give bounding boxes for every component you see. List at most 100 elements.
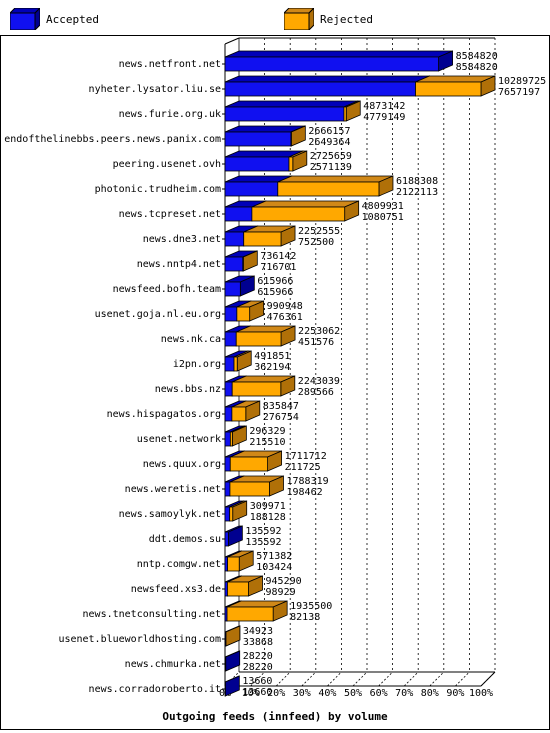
- category-label: news.tcpreset.net: [119, 209, 221, 220]
- category-label: news.nntp4.net: [137, 259, 221, 270]
- legend-item-accepted: Accepted: [10, 8, 99, 30]
- category-label: usenet.goja.nl.eu.org: [95, 309, 221, 320]
- rejected-bar: [230, 476, 284, 496]
- offered-value-label: 13660: [242, 676, 272, 687]
- accepted-bar-front: [225, 382, 232, 396]
- accepted-bar-top: [225, 101, 358, 107]
- accepted-bar: [225, 651, 240, 671]
- rejected-bar-front: [230, 432, 232, 446]
- offered-value-label: 990948: [267, 301, 303, 312]
- accepted-value-label: 1080751: [362, 212, 404, 223]
- rejected-bar-front: [230, 457, 267, 471]
- accepted-bar-front: [225, 332, 236, 346]
- accepted-bar-top: [225, 76, 430, 82]
- rejected-bar: [244, 226, 295, 246]
- offered-value-label: 2666157: [308, 126, 350, 137]
- rejected-bar-front: [252, 207, 345, 221]
- category-label: news.tnetconsulting.net: [83, 609, 221, 620]
- category-label: usenet.blueworldhosting.com: [58, 634, 221, 645]
- offered-value-label: 2252555: [298, 226, 340, 237]
- rejected-bar-front: [278, 182, 379, 196]
- accepted-value-label: 2649364: [308, 137, 350, 148]
- accepted-bar-front: [225, 232, 244, 246]
- accepted-value-label: 276754: [263, 412, 299, 423]
- chart-frame: 0%10%20%30%40%50%60%70%80%90%100%Outgoin…: [0, 35, 550, 730]
- accepted-value-label: 2122113: [396, 187, 438, 198]
- offered-value-label: 296329: [249, 426, 285, 437]
- accepted-bar-front: [225, 457, 230, 471]
- rejected-bar-side: [226, 626, 240, 646]
- floor-tick: [353, 672, 367, 686]
- offered-value-label: 1788319: [286, 476, 328, 487]
- offered-value-label: 945290: [266, 576, 302, 587]
- rejected-bar: [278, 176, 393, 196]
- offered-value-label: 8584820: [456, 51, 498, 62]
- accepted-bar: [225, 526, 242, 546]
- rejected-bar-front: [227, 582, 248, 596]
- accepted-value-label: 215510: [249, 437, 285, 448]
- category-label: news.weretis.net: [125, 484, 221, 495]
- legend-item-rejected: Rejected: [284, 8, 373, 30]
- bar-row: endofthelinebbs.peers.news.panix.com2666…: [4, 126, 350, 148]
- rejected-bar-front: [228, 557, 240, 571]
- legend-label-rejected: Rejected: [320, 13, 373, 26]
- floor-tick: [276, 672, 290, 686]
- category-label: news.chmurka.net: [125, 659, 221, 670]
- offered-value-label: 1711712: [285, 451, 327, 462]
- bar-chart: 0%10%20%30%40%50%60%70%80%90%100%Outgoin…: [1, 36, 549, 729]
- accepted-value-label: 28220: [243, 662, 273, 673]
- offered-value-label: 6188308: [396, 176, 438, 187]
- x-tick-label: 40%: [318, 688, 336, 699]
- category-label: news.netfront.net: [119, 59, 221, 70]
- rejected-bar-top: [278, 176, 393, 182]
- rejected-bar-front: [232, 407, 246, 421]
- x-tick-label: 50%: [344, 688, 362, 699]
- accepted-value-label: 8584820: [456, 62, 498, 73]
- offered-value-label: 1935500: [290, 601, 332, 612]
- accepted-value-label: 476361: [267, 312, 303, 323]
- offered-value-label: 2725659: [310, 151, 352, 162]
- accepted-bar-side: [228, 526, 242, 546]
- offered-value-label: 571382: [256, 551, 292, 562]
- accepted-value-label: 82138: [290, 612, 320, 623]
- category-label: news.bbs.nz: [155, 384, 221, 395]
- accepted-value-label: 7657197: [498, 87, 540, 98]
- category-label: newsfeed.xs3.de: [131, 584, 221, 595]
- offered-value-label: 135592: [245, 526, 281, 537]
- accepted-bar-front: [225, 307, 237, 321]
- rejected-bar-front: [234, 357, 237, 371]
- x-tick-label: 70%: [395, 688, 413, 699]
- category-label: news.corradoroberto.it: [89, 684, 221, 695]
- accepted-bar-front: [225, 107, 344, 121]
- legend: Accepted Rejected: [0, 0, 550, 36]
- category-label: newsfeed.bofh.team: [113, 284, 221, 295]
- floor-tick: [379, 672, 393, 686]
- rejected-bar: [227, 601, 287, 621]
- offered-value-label: 835847: [263, 401, 299, 412]
- category-label: news.quux.org: [143, 459, 221, 470]
- accepted-bar-front: [225, 357, 234, 371]
- y-axis-depth: [225, 38, 239, 44]
- accepted-bar-front: [225, 407, 232, 421]
- rejected-bar-front: [244, 232, 281, 246]
- accepted-bar-front: [225, 207, 252, 221]
- offered-value-label: 615966: [257, 276, 293, 287]
- accepted-bar-front: [225, 507, 230, 521]
- x-axis-title: Outgoing feeds (innfeed) by volume: [162, 710, 388, 723]
